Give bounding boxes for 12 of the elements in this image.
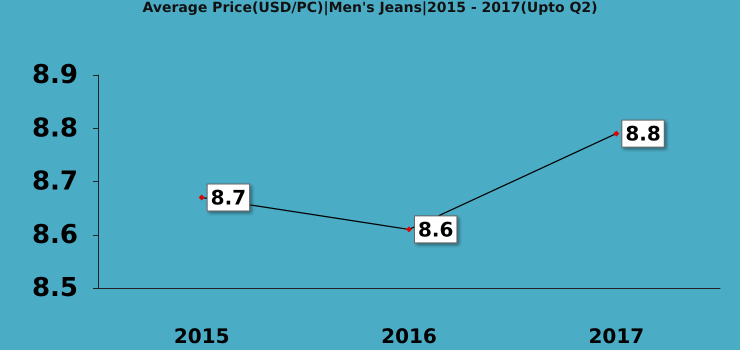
y-tick-label: 8.7 bbox=[32, 166, 78, 196]
chart-title: Average Price(USD/PC)|Men's Jeans|2015 - 2017(Upto Q2) bbox=[142, 0, 598, 16]
x-tick-label: 2015 bbox=[174, 324, 230, 348]
y-tick-label: 8.6 bbox=[32, 220, 78, 250]
data-label: 8.6 bbox=[418, 217, 454, 242]
data-label: 8.8 bbox=[625, 122, 661, 146]
data-label: 8.7 bbox=[210, 185, 246, 210]
x-tick-label: 2016 bbox=[381, 324, 437, 348]
y-tick-label: 8.9 bbox=[32, 60, 78, 90]
y-tick-label: 8.8 bbox=[32, 113, 78, 144]
x-tick-label: 2017 bbox=[588, 324, 644, 348]
y-tick-label: 8.5 bbox=[32, 273, 78, 303]
